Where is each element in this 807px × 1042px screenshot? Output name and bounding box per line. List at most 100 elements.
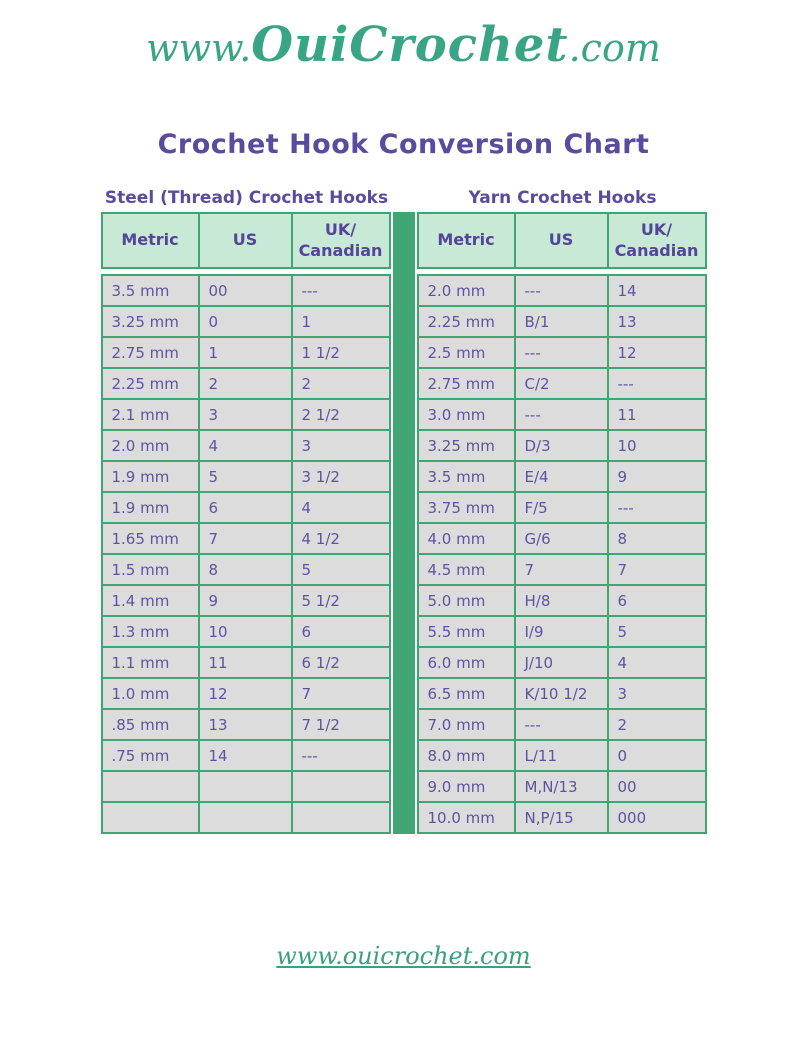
table-row: 2.5 mm --- 12 (416, 336, 707, 369)
table-cell: 6.5 mm (416, 677, 516, 710)
table-cell: 5 (197, 460, 293, 493)
table-cell: 6 (606, 584, 707, 617)
table-cell: 3 1/2 (290, 460, 391, 493)
table-cell: 1.9 mm (100, 460, 200, 493)
column-header-uk-canadian: UK/ Canadian (290, 212, 391, 269)
table-cell: 000 (606, 801, 707, 834)
yarn-hooks-table: Metric US UK/ Canadian 2.0 mm --- 14 2.25 m… (416, 212, 707, 834)
table-cell: 4 (290, 491, 391, 524)
table-cell: 3.5 mm (416, 460, 516, 493)
table-cell (290, 770, 391, 803)
table-cell: M,N/13 (513, 770, 609, 803)
table-cell: 00 (197, 274, 293, 307)
table-cell: 3.5 mm (100, 274, 200, 307)
table-cell: 6 1/2 (290, 646, 391, 679)
table-cell: 1 (197, 336, 293, 369)
table-cell: 2.75 mm (416, 367, 516, 400)
table-row: 3.5 mm E/4 9 (416, 460, 707, 493)
table-cell: 2 (290, 367, 391, 400)
table-cell: 11 (606, 398, 707, 431)
table-cell: 2.1 mm (100, 398, 200, 431)
table-cell: 9 (197, 584, 293, 617)
footer-link[interactable]: www.ouicrochet.com (276, 942, 531, 970)
steel-header-table: Metric US UK/ Canadian (100, 212, 391, 269)
steel-hooks-table: Metric US UK/ Canadian 3.5 mm 00 --- 3.25 m… (100, 212, 391, 834)
column-header-us: US (513, 212, 609, 269)
table-cell: 2.5 mm (416, 336, 516, 369)
table-cell: C/2 (513, 367, 609, 400)
table-cell: 5.5 mm (416, 615, 516, 648)
table-row: 6.0 mm J/10 4 (416, 646, 707, 679)
table-cell: H/8 (513, 584, 609, 617)
table-cell: N,P/15 (513, 801, 609, 834)
table-cell: I/9 (513, 615, 609, 648)
column-header-metric: Metric (100, 212, 200, 269)
table-cell: 9.0 mm (416, 770, 516, 803)
table-row: 1.9 mm 5 3 1/2 (100, 460, 391, 493)
table-cell: 0 (197, 305, 293, 338)
table-cell: --- (606, 491, 707, 524)
table-row: 2.75 mm C/2 --- (416, 367, 707, 400)
table-row: 5.0 mm H/8 6 (416, 584, 707, 617)
logo-com-text: .com (568, 26, 661, 70)
table-cell: 2 (197, 367, 293, 400)
table-cell: 3 (606, 677, 707, 710)
table-cell: 4 1/2 (290, 522, 391, 555)
table-row: 2.25 mm B/1 13 (416, 305, 707, 338)
header-body-gap (100, 269, 391, 274)
yarn-header-table: Metric US UK/ Canadian (416, 212, 707, 269)
table-row (100, 801, 391, 834)
table-cell: 3.25 mm (100, 305, 200, 338)
table-row: 3.25 mm D/3 10 (416, 429, 707, 462)
table-cell: 6.0 mm (416, 646, 516, 679)
table-cell: --- (513, 336, 609, 369)
table-cell: 8 (606, 522, 707, 555)
table-row: 9.0 mm M,N/13 00 (416, 770, 707, 803)
table-cell: E/4 (513, 460, 609, 493)
table-cell: L/11 (513, 739, 609, 772)
table-cell: 3 (290, 429, 391, 462)
table-cell: 5 (290, 553, 391, 586)
table-cell: 4 (606, 646, 707, 679)
table-cell: 5.0 mm (416, 584, 516, 617)
table-cell: F/5 (513, 491, 609, 524)
table-cell: D/3 (513, 429, 609, 462)
table-cell: --- (513, 274, 609, 307)
table-cell: --- (513, 708, 609, 741)
table-row: .75 mm 14 --- (100, 739, 391, 772)
table-cell: 6 (290, 615, 391, 648)
table-cell (197, 801, 293, 834)
steel-header-row: Metric US UK/ Canadian (100, 212, 391, 269)
table-row: 7.0 mm --- 2 (416, 708, 707, 741)
table-row: 1.65 mm 7 4 1/2 (100, 522, 391, 555)
table-cell: 11 (197, 646, 293, 679)
table-cell: 1.9 mm (100, 491, 200, 524)
steel-body-table: 3.5 mm 00 --- 3.25 mm 0 1 2.75 mm 1 1 1/2 2.25 mm… (100, 274, 391, 834)
yarn-header-row: Metric US UK/ Canadian (416, 212, 707, 269)
tables-row: Metric US UK/ Canadian 3.5 mm 00 --- 3.25 m… (0, 212, 807, 834)
table-cell: 1.5 mm (100, 553, 200, 586)
table-cell: 0 (606, 739, 707, 772)
table-row: 2.25 mm 2 2 (100, 367, 391, 400)
table-cell: 4.5 mm (416, 553, 516, 586)
table-row: 3.75 mm F/5 --- (416, 491, 707, 524)
table-cell: B/1 (513, 305, 609, 338)
table-cell: 2 1/2 (290, 398, 391, 431)
table-cell: --- (290, 739, 391, 772)
table-cell (290, 801, 391, 834)
table-row: .85 mm 13 7 1/2 (100, 708, 391, 741)
table-cell: 10 (197, 615, 293, 648)
table-row: 8.0 mm L/11 0 (416, 739, 707, 772)
table-cell: .85 mm (100, 708, 200, 741)
table-cell: 7 (513, 553, 609, 586)
table-cell: 12 (606, 336, 707, 369)
table-row: 2.0 mm --- 14 (416, 274, 707, 307)
subtitle-spacer (393, 188, 419, 208)
table-cell: .75 mm (100, 739, 200, 772)
table-cell: 14 (606, 274, 707, 307)
table-cell: 7 (290, 677, 391, 710)
table-cell: 1.0 mm (100, 677, 200, 710)
table-cell: 4 (197, 429, 293, 462)
table-row: 2.75 mm 1 1 1/2 (100, 336, 391, 369)
